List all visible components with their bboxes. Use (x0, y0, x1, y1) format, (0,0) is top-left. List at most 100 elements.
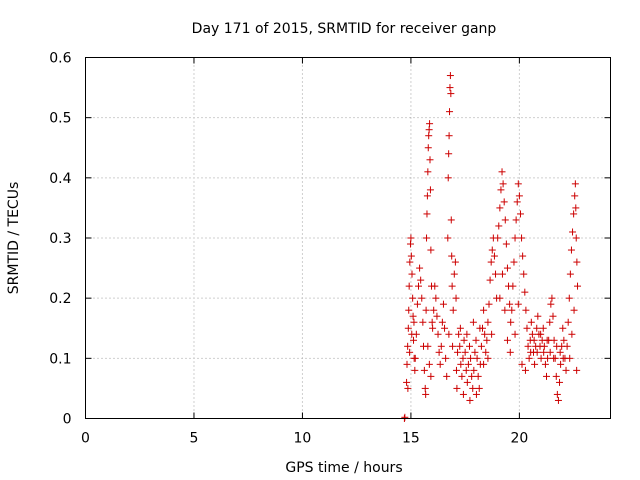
data-point (403, 360, 411, 368)
data-point (550, 354, 558, 362)
data-point (424, 168, 432, 176)
data-point (559, 354, 567, 362)
data-point (445, 150, 453, 158)
data-point (456, 342, 464, 350)
data-point (415, 282, 423, 290)
data-point (515, 192, 523, 200)
chart-title: Day 171 of 2015, SRMTID for receiver gan… (192, 21, 497, 37)
x-tick-label: 15 (402, 431, 420, 447)
data-point (564, 318, 572, 326)
x-axis-label: GPS time / hours (285, 460, 402, 476)
data-point (446, 108, 454, 116)
data-point (552, 372, 560, 380)
data-point (481, 330, 489, 338)
data-point (511, 234, 519, 242)
data-point (445, 330, 453, 338)
data-point (463, 378, 471, 386)
data-point (406, 348, 414, 356)
data-point (521, 366, 529, 374)
data-point (572, 204, 580, 212)
data-point (421, 384, 429, 392)
data-point (556, 378, 564, 386)
data-point (500, 198, 508, 206)
data-point (423, 234, 431, 242)
data-point (407, 234, 415, 242)
x-tick-label: 5 (190, 431, 199, 447)
data-point (514, 300, 522, 308)
data-point (519, 252, 527, 260)
x-tick-label: 20 (510, 431, 528, 447)
data-point (511, 330, 519, 338)
data-point (468, 372, 476, 380)
data-point (409, 312, 417, 320)
data-point (528, 330, 536, 338)
data-point (422, 390, 430, 398)
data-point (410, 336, 418, 344)
data-point (423, 210, 431, 218)
data-point (444, 234, 452, 242)
data-point (403, 378, 411, 386)
data-point (454, 348, 462, 356)
data-point (452, 294, 460, 302)
data-point (547, 300, 555, 308)
data-point (404, 342, 412, 350)
data-point (438, 318, 446, 326)
data-point (567, 246, 575, 254)
data-point (492, 270, 500, 278)
y-tick-label: 0.2 (49, 291, 71, 307)
data-point (554, 396, 562, 404)
data-point (502, 240, 510, 248)
data-point (563, 342, 571, 350)
data-point (518, 360, 526, 368)
data-point (480, 306, 488, 314)
data-point (501, 306, 509, 314)
data-point (543, 336, 551, 344)
data-points (400, 72, 582, 422)
data-point (447, 90, 455, 98)
data-point (426, 120, 434, 128)
data-point (445, 132, 453, 140)
data-point (469, 318, 477, 326)
data-point (424, 342, 432, 350)
data-point (449, 342, 457, 350)
y-tick-label: 0.1 (49, 351, 71, 367)
data-point (427, 246, 435, 254)
data-point (464, 360, 472, 368)
data-point (518, 234, 526, 242)
data-point (428, 318, 436, 326)
data-point (527, 318, 535, 326)
data-point (496, 294, 504, 302)
data-point (430, 306, 438, 314)
data-point (513, 198, 521, 206)
data-point (420, 366, 428, 374)
data-point (540, 342, 548, 350)
data-point (422, 306, 430, 314)
data-point (498, 168, 506, 176)
data-point (540, 348, 548, 356)
data-point (543, 372, 551, 380)
data-point (463, 330, 471, 338)
data-point (495, 222, 503, 230)
data-point (429, 324, 437, 332)
data-point (494, 234, 502, 242)
data-point (425, 360, 433, 368)
y-tick-label: 0.4 (49, 171, 71, 187)
axis-ticks: 0 0.1 0.2 0.3 0.4 0.5 0.6 0 5 10 15 20 (49, 51, 611, 447)
data-point (503, 264, 511, 272)
data-point (527, 348, 535, 356)
data-point (569, 228, 577, 236)
data-point (557, 360, 565, 368)
data-point (434, 330, 442, 338)
data-point (568, 330, 576, 338)
data-point (548, 294, 556, 302)
data-point (571, 192, 579, 200)
data-point (534, 312, 542, 320)
data-point (570, 306, 578, 314)
data-point (407, 252, 415, 260)
data-point (509, 282, 517, 290)
data-point (507, 318, 515, 326)
data-point (486, 276, 494, 284)
data-point (508, 306, 516, 314)
data-point (405, 282, 413, 290)
